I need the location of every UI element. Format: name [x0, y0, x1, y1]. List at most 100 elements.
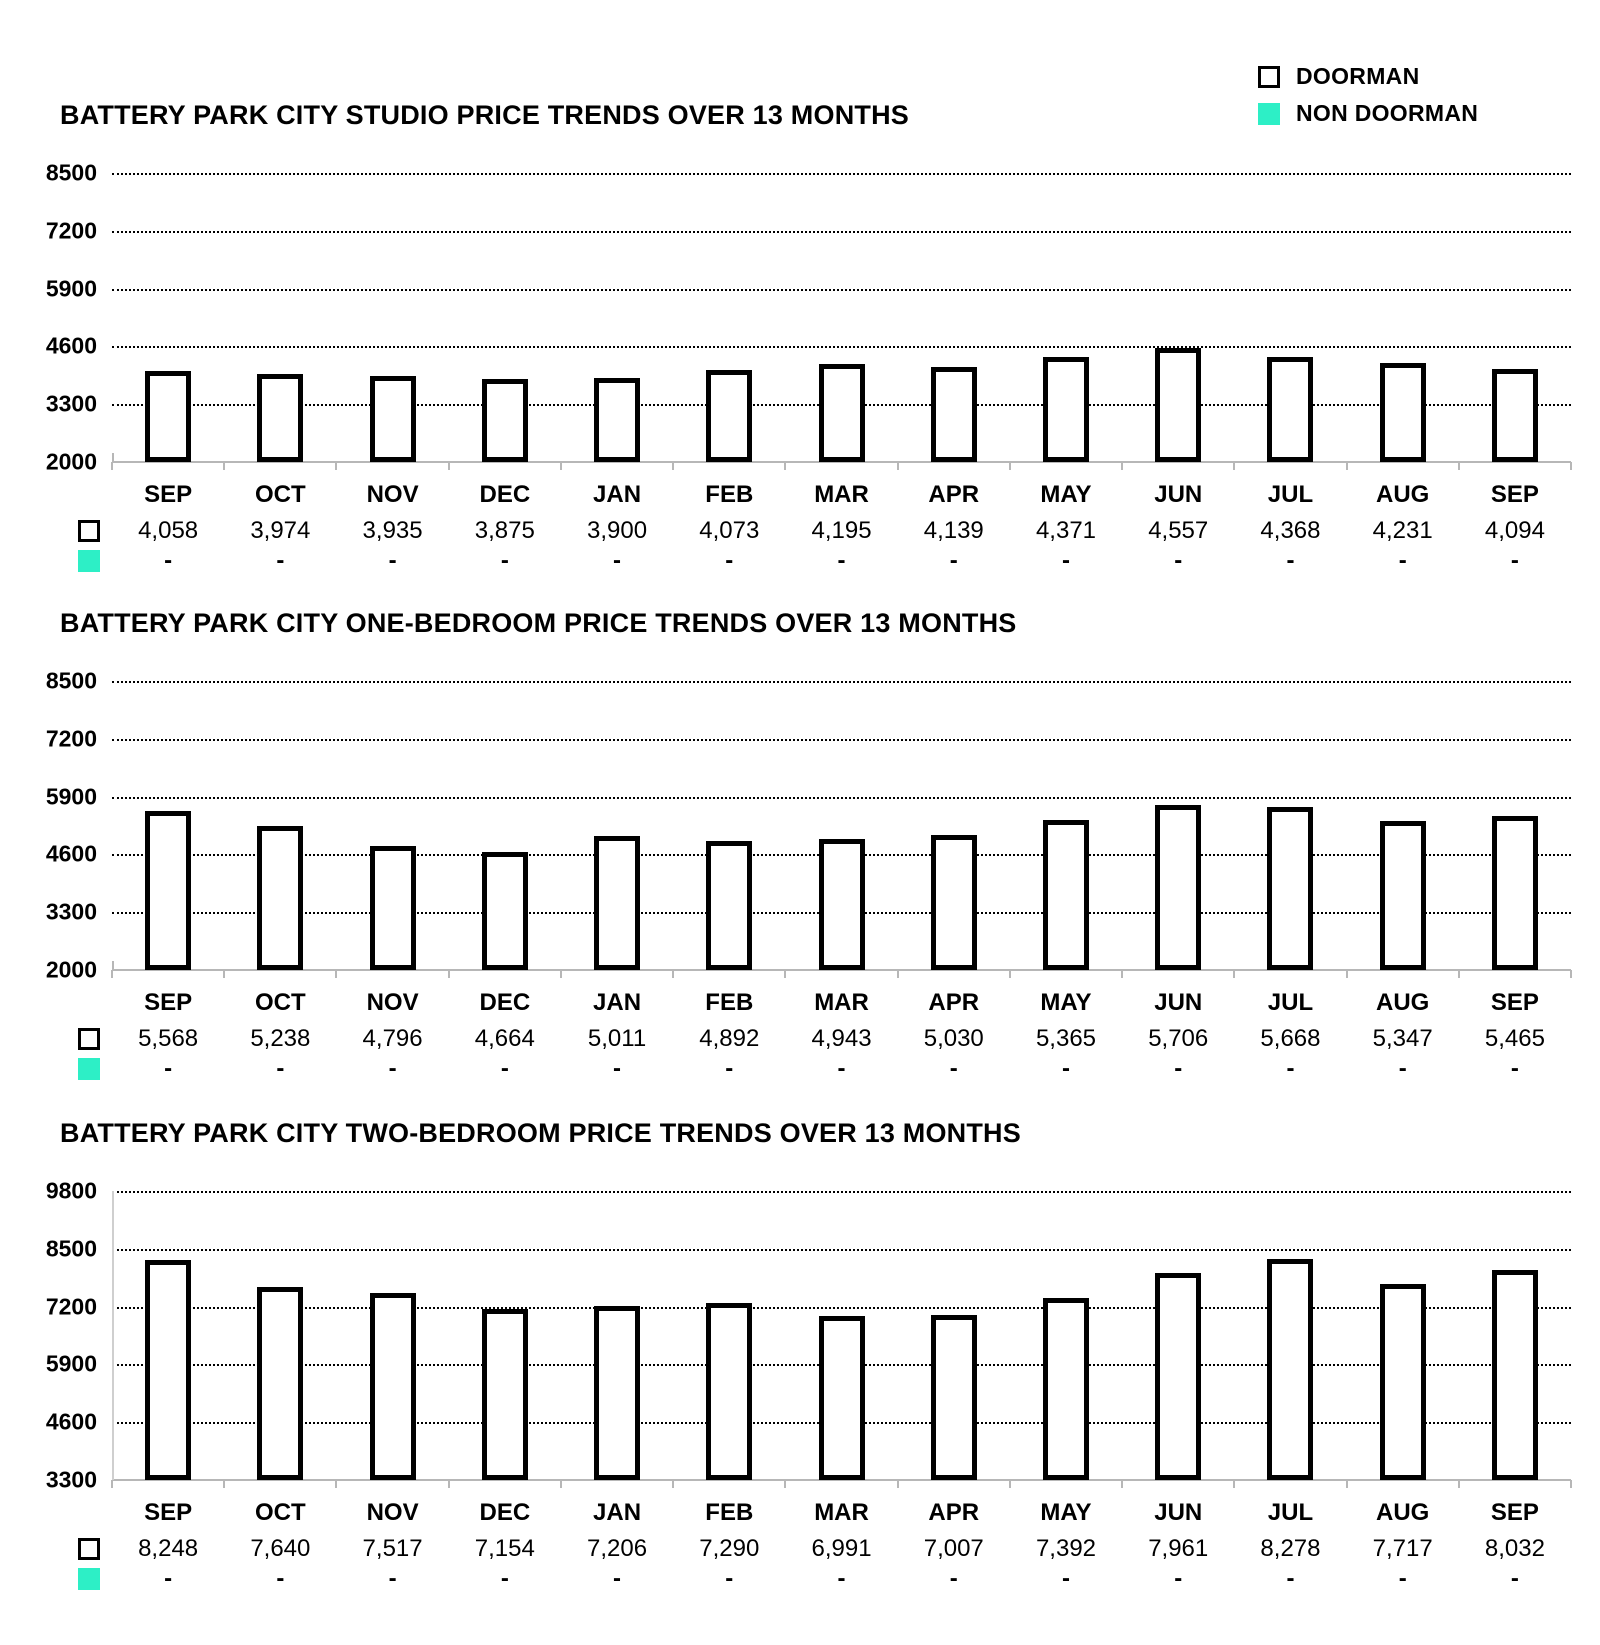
- axis-tick: [447, 1480, 450, 1488]
- non-doorman-key-icon: [78, 550, 100, 572]
- doorman-bar: [706, 841, 753, 970]
- bar-column: [561, 173, 673, 462]
- month-label: JUL: [1267, 481, 1314, 508]
- axis-tick: [447, 462, 450, 470]
- non-doorman-value: -: [725, 547, 734, 574]
- plot-area: 8500 7200 5900 4600 3300 2000: [46, 160, 1572, 475]
- y-axis-label: 5900: [45, 783, 97, 810]
- doorman-value: 5,568: [138, 1025, 199, 1052]
- gridline: [112, 230, 1571, 233]
- doorman-value: 7,517: [362, 1535, 423, 1562]
- y-axis-label: 2000: [45, 956, 97, 983]
- non-doorman-value: -: [1398, 1055, 1407, 1082]
- doorman-value: 5,011: [587, 1025, 647, 1052]
- month-label: JAN: [593, 989, 642, 1016]
- non-doorman-swatch-icon: [1258, 102, 1280, 125]
- doorman-value: 4,368: [1260, 517, 1321, 544]
- bar-column: [449, 1191, 561, 1480]
- non-doorman-value: -: [388, 1055, 397, 1082]
- bar-column: [112, 1191, 224, 1480]
- axis-tick: [111, 1480, 113, 1488]
- axis-tick: [1233, 970, 1236, 978]
- axis-tick: [559, 1480, 562, 1488]
- non-doorman-value: -: [164, 547, 173, 574]
- y-axis-label: 4600: [45, 1408, 97, 1435]
- bar-column: [1347, 1191, 1459, 1480]
- doorman-bar: [594, 1306, 641, 1480]
- non-doorman-value: -: [1286, 547, 1295, 574]
- axis-tick: [1121, 462, 1124, 470]
- month-label: SEP: [1490, 1499, 1539, 1526]
- bar-column: [1122, 1191, 1234, 1480]
- axis-tick: [1570, 1480, 1572, 1488]
- bar-column: [224, 173, 336, 462]
- bar-series-doorman: [112, 173, 1571, 462]
- y-axis-label: 8500: [45, 1235, 97, 1262]
- bar-column: [1347, 173, 1459, 462]
- doorman-bar: [145, 811, 192, 970]
- doorman-bar: [1267, 806, 1314, 970]
- axis-tick: [672, 462, 675, 470]
- studio-price-chart: BATTERY PARK CITY STUDIO PRICE TRENDS OV…: [0, 100, 1600, 580]
- doorman-bar: [706, 369, 753, 462]
- non-doorman-value: -: [837, 1055, 846, 1082]
- y-axis-label: 7200: [45, 217, 97, 244]
- month-label: MAR: [814, 481, 869, 508]
- non-doorman-value: -: [388, 547, 397, 574]
- doorman-value: 5,365: [1035, 1025, 1097, 1052]
- non-doorman-value: -: [949, 1565, 958, 1592]
- non-doorman-value: -: [613, 1055, 622, 1082]
- doorman-bar: [369, 1292, 416, 1480]
- doorman-value: 4,557: [1148, 517, 1209, 544]
- legend-item-non-doorman: NON DOORMAN: [1258, 100, 1478, 127]
- doorman-bar: [257, 374, 304, 462]
- axis-tick: [1121, 1480, 1124, 1488]
- chart-title-one-bedroom: BATTERY PARK CITY ONE-BEDROOM PRICE TREN…: [60, 608, 1017, 638]
- doorman-bar: [369, 845, 416, 970]
- gridline: [112, 796, 1571, 799]
- axis-tick: [896, 1480, 899, 1488]
- month-label: NOV: [366, 1499, 419, 1526]
- axis-tick: [1345, 462, 1348, 470]
- doorman-bar: [1155, 1272, 1202, 1480]
- month-label: APR: [928, 481, 980, 508]
- axis-tick: [1233, 1480, 1236, 1488]
- axis-tick: [896, 970, 899, 978]
- doorman-bar: [818, 1315, 865, 1480]
- month-label: DEC: [479, 1499, 531, 1526]
- month-label: OCT: [255, 481, 306, 508]
- non-doorman-key-icon: [78, 1058, 100, 1080]
- doorman-bar: [706, 1302, 753, 1480]
- non-doorman-value: -: [1510, 547, 1519, 574]
- doorman-key-icon: [78, 1028, 100, 1050]
- bar-column: [785, 173, 897, 462]
- bar-column: [1459, 1191, 1571, 1480]
- non-doorman-value: -: [1286, 1055, 1295, 1082]
- axis-tick: [559, 462, 562, 470]
- month-label: NOV: [366, 481, 419, 508]
- y-axis-stub: [112, 961, 114, 970]
- bar-column: [1347, 681, 1459, 970]
- month-label: MAY: [1040, 989, 1092, 1016]
- doorman-value: 7,961: [1148, 1535, 1209, 1562]
- bar-column: [561, 1191, 673, 1480]
- doorman-bar: [930, 1315, 977, 1480]
- month-label: AUG: [1376, 1499, 1430, 1526]
- month-label: APR: [928, 1499, 980, 1526]
- bar-column: [1234, 1191, 1346, 1480]
- doorman-bar: [257, 826, 304, 970]
- bar-column: [1234, 681, 1346, 970]
- doorman-value-row: 5,568 5,238 4,796 4,664 5,011 4,892 4,943 5,030…: [78, 1025, 1571, 1053]
- non-doorman-key-icon: [78, 1568, 100, 1590]
- chart-title-studio: BATTERY PARK CITY STUDIO PRICE TRENDS OV…: [60, 100, 909, 130]
- bar-column: [1010, 1191, 1122, 1480]
- y-axis-label: 5900: [45, 1350, 97, 1377]
- non-doorman-value: -: [388, 1565, 397, 1592]
- month-label: FEB: [705, 989, 754, 1016]
- y-axis-label: 7200: [45, 725, 97, 752]
- month-label: JUN: [1154, 481, 1203, 508]
- doorman-value: 8,248: [138, 1535, 199, 1562]
- doorman-key-icon: [78, 1538, 100, 1560]
- axis-tick: [1570, 462, 1572, 470]
- axis-tick: [1008, 1480, 1011, 1488]
